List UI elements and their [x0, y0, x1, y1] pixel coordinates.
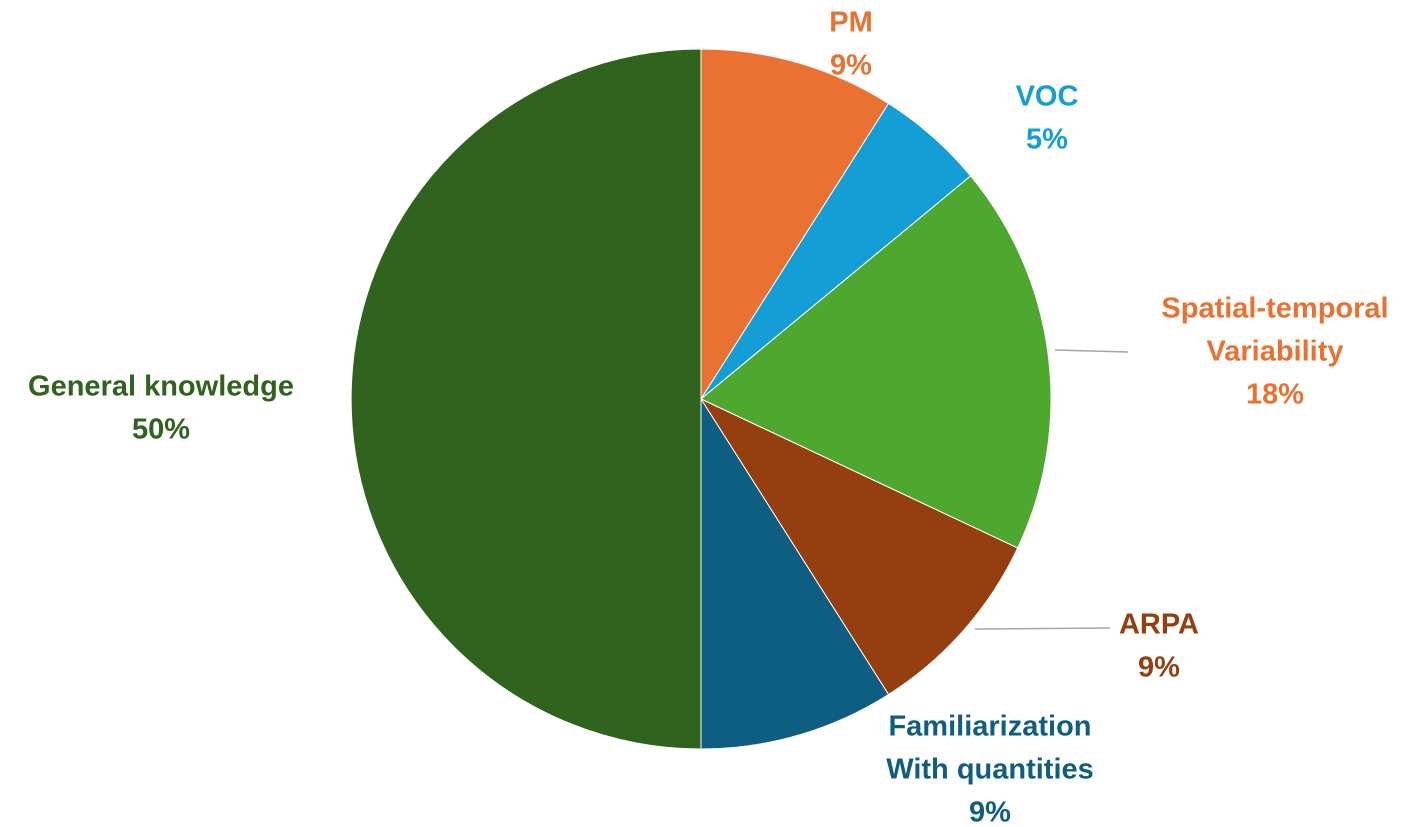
slice-percent-label: 50% — [132, 414, 190, 446]
slice-percent-label: 9% — [1138, 652, 1180, 684]
slice-label-spatial-temporal-variability: Spatial-temporal Variability 18% — [1161, 293, 1388, 411]
slice-name-line: Familiarization — [888, 711, 1091, 743]
pie-slices — [350, 48, 1052, 750]
slice-name-line: With quantities — [886, 754, 1094, 786]
slice-label-general-knowledge: General knowledge 50% — [28, 371, 294, 446]
pie-slice-general-knowledge — [350, 48, 702, 750]
leader-line — [1054, 349, 1129, 353]
slice-label-pm: PM 9% — [829, 7, 873, 82]
pie-slice-arpa — [699, 397, 1019, 696]
slice-name-line: ARPA — [1119, 609, 1199, 641]
slice-label-voc: VOC 5% — [1016, 81, 1079, 156]
slice-name-line: VOC — [1016, 81, 1079, 113]
slice-name-line: PM — [829, 7, 873, 39]
slice-labels: PM 9% VOC 5% Spatial-temporal Variability 18% A… — [28, 7, 1389, 827]
pie-slice-spatial-temporal-variability — [700, 175, 1052, 549]
slice-percent-label: 9% — [969, 797, 1011, 827]
slice-percent-label: 18% — [1246, 379, 1304, 411]
pie-slice-familiarization-with-quantities — [700, 397, 890, 750]
slice-percent-label: 9% — [830, 50, 872, 82]
slice-name-line: Variability — [1206, 336, 1343, 368]
slice-label-arpa: ARPA 9% — [1119, 609, 1199, 684]
leader-lines — [974, 349, 1129, 630]
leader-line — [974, 627, 1111, 630]
slice-name-line: General knowledge — [28, 371, 294, 403]
slice-label-familiarization-with-quantities: Familiarization With quantities 9% — [886, 711, 1094, 827]
slice-percent-label: 5% — [1026, 124, 1068, 156]
pie-slice-pm — [700, 48, 890, 401]
slice-name-line: Spatial-temporal — [1161, 293, 1388, 325]
